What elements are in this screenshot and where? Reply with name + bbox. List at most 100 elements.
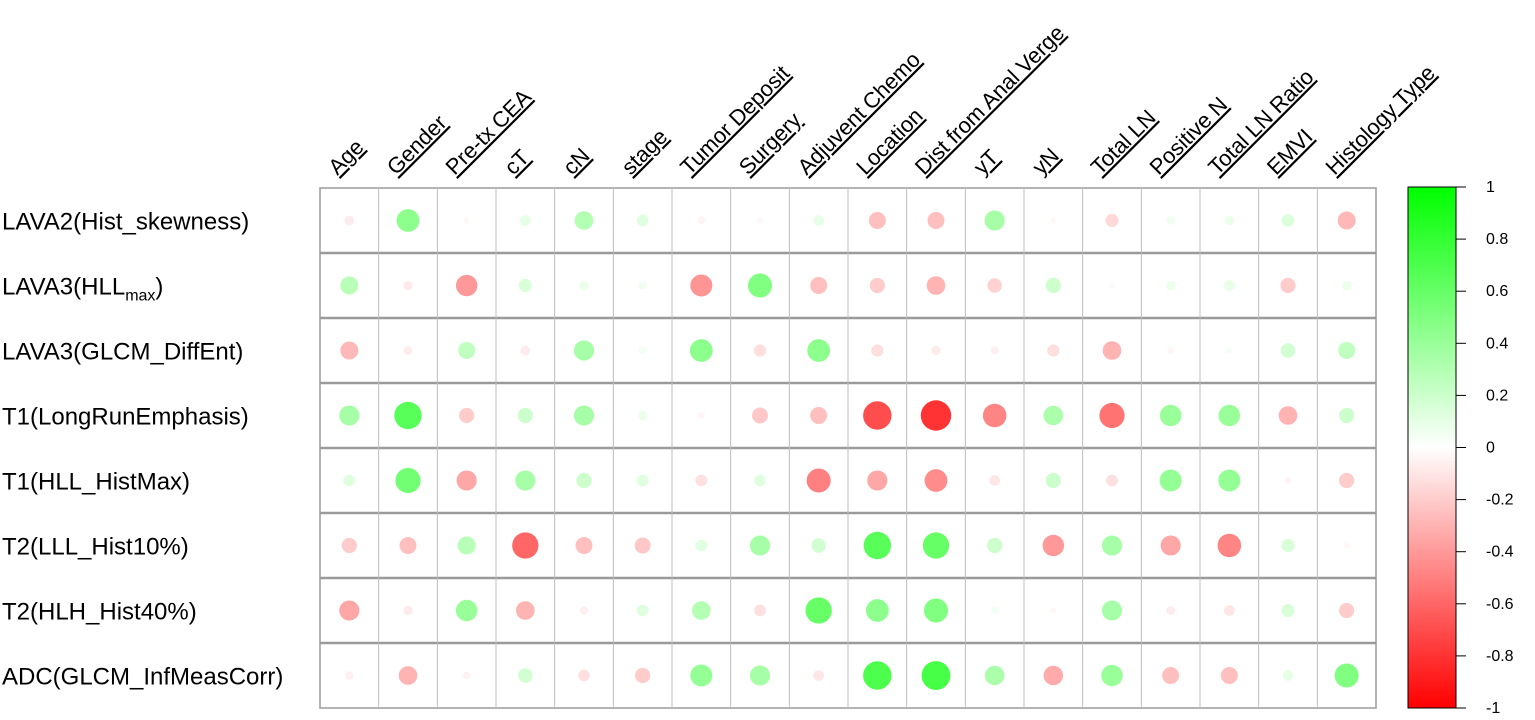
correlation-circle [1224, 215, 1235, 226]
correlation-circle [1047, 344, 1060, 357]
column-label: cT [499, 145, 534, 180]
correlation-circle [1343, 542, 1350, 549]
correlation-circle [1165, 280, 1176, 291]
correlation-circle [1281, 603, 1295, 618]
correlation-circle [749, 535, 771, 556]
correlation-circle [747, 273, 773, 298]
correlation-circle [810, 277, 828, 294]
correlation-circle [987, 278, 1002, 293]
correlation-circle [871, 344, 884, 357]
column-label: EMVI [1262, 124, 1318, 180]
correlation-circle [990, 346, 999, 355]
correlation-circle [1217, 533, 1242, 558]
correlation-circle [576, 472, 592, 489]
correlation-circle [455, 274, 478, 297]
correlation-circle [1281, 538, 1295, 553]
correlation-circle [339, 600, 360, 621]
correlation-circle [636, 474, 649, 487]
correlation-circle [518, 668, 533, 683]
correlation-circle [341, 537, 357, 554]
correlation-circle [923, 598, 949, 623]
colorbar-tick-label: 1 [1486, 179, 1495, 196]
correlation-circle [394, 401, 422, 430]
column-label: Histology Type [1321, 60, 1440, 179]
correlation-circle [344, 215, 355, 226]
correlation-circle [1101, 664, 1123, 687]
correlation-circle [863, 401, 892, 430]
correlation-circle [457, 536, 476, 555]
correlation-circle [813, 215, 825, 226]
colorbar: 1 0.8 0.6 0.4 0.2 0 -0.2 -0.4 -0.6 -0.8 -1 [1407, 179, 1514, 717]
correlation-circle [1160, 535, 1181, 556]
correlation-circle [575, 537, 593, 554]
correlation-circle [806, 468, 831, 493]
colorbar-tick-label: 0.2 [1486, 387, 1508, 404]
correlation-circle [982, 403, 1007, 428]
column-label: yN [1027, 143, 1064, 180]
correlation-circle [1050, 607, 1057, 614]
correlation-circle [868, 212, 886, 229]
correlation-circle [754, 604, 766, 617]
correlation-circle [395, 467, 421, 494]
correlation-circle [399, 537, 417, 554]
correlation-circle [1101, 535, 1123, 556]
correlation-circle [931, 345, 941, 356]
correlation-circle [1341, 280, 1352, 291]
colorbar-tick-label: -0.8 [1486, 648, 1514, 665]
correlation-circle [920, 400, 952, 431]
correlation-circle [1280, 277, 1296, 294]
correlation-circle [690, 274, 713, 297]
column-label: Total LN [1086, 105, 1161, 180]
correlation-circles [339, 209, 1359, 690]
row-label: ADC(GLCM_InfMeasCorr) [2, 664, 283, 691]
correlation-circle [573, 340, 595, 361]
correlation-circle [1278, 406, 1298, 425]
correlation-circle [813, 670, 825, 681]
correlation-circle [921, 661, 951, 690]
correlation-circle [573, 405, 595, 426]
correlation-circle [1109, 283, 1115, 288]
correlation-circle [343, 474, 356, 487]
correlation-circle [1050, 217, 1057, 224]
row-labels: LAVA2(Hist_skewness) LAVA3(HLLmax) LAVA3(G… [2, 209, 283, 691]
correlation-circle [1225, 347, 1233, 354]
correlation-circle [697, 412, 705, 419]
correlation-circle [515, 470, 536, 491]
colorbar-tick-label: 0.6 [1486, 283, 1508, 300]
correlation-circle [455, 599, 478, 622]
row-label: LAVA3(HLLmax) [2, 274, 163, 305]
correlation-circle [689, 339, 713, 362]
correlation-circle [1043, 405, 1064, 426]
correlation-circle [574, 211, 594, 230]
correlation-circle [810, 407, 828, 424]
column-label: yT [969, 145, 1004, 180]
correlation-circle [1167, 347, 1175, 354]
correlation-circle [1159, 469, 1182, 492]
correlation-circle [867, 470, 888, 491]
correlation-circle [1339, 472, 1355, 489]
correlation-circle [1166, 216, 1175, 225]
correlation-circle [754, 474, 766, 487]
correlation-circle [869, 277, 885, 294]
correlation-circle [692, 601, 711, 620]
correlation-circle [752, 407, 768, 424]
correlation-circle [1099, 402, 1125, 429]
colorbar-tick-label: -1 [1486, 700, 1500, 717]
correlation-circle [753, 344, 767, 357]
correlation-circle [1218, 469, 1241, 492]
row-label: LAVA3(GLCM_DiffEnt) [2, 339, 243, 366]
correlation-circle [1102, 341, 1122, 360]
correlation-circle [398, 666, 418, 685]
correlation-circle [1280, 343, 1296, 358]
correlation-circle [1284, 477, 1292, 484]
colorbar-tick-label: -0.2 [1486, 492, 1514, 509]
correlation-circle [518, 278, 532, 293]
correlation-circle [1162, 667, 1180, 684]
row-label: T1(HLL_HistMax) [2, 469, 190, 496]
correlation-circle [519, 215, 531, 226]
correlation-circle [458, 342, 476, 359]
correlation-circle [984, 665, 1005, 686]
correlation-circle [811, 538, 826, 553]
correlation-circle [1281, 214, 1295, 227]
correlation-circle [805, 597, 832, 624]
